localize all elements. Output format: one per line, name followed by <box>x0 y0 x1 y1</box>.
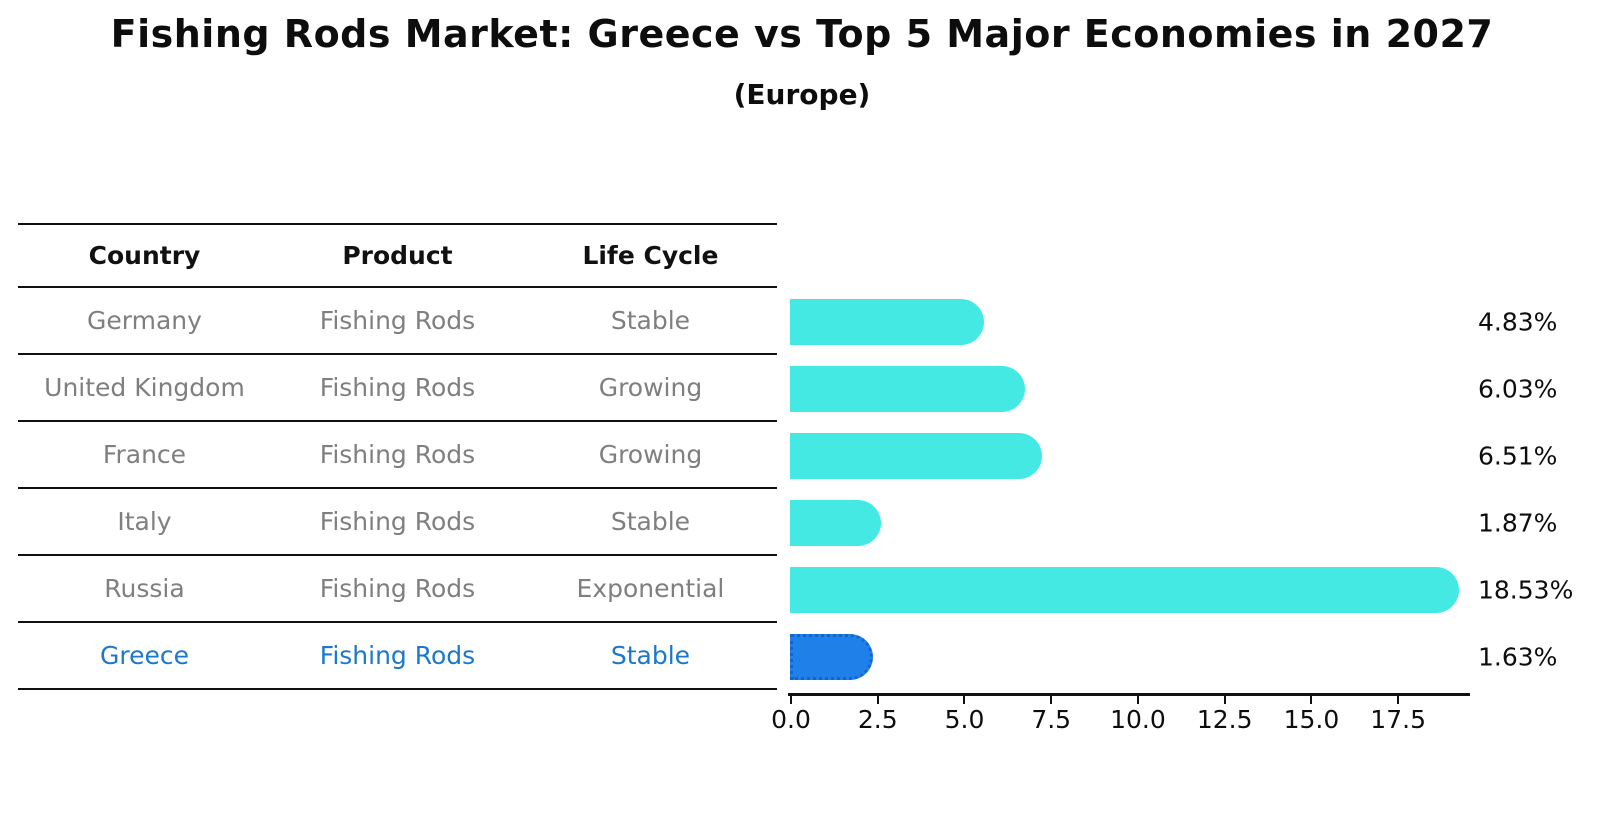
cell-lifecycle: Growing <box>598 373 703 402</box>
cell-product: Fishing Rods <box>319 574 476 603</box>
cell-product: Fishing Rods <box>319 507 476 536</box>
cell-lifecycle: Stable <box>610 507 691 536</box>
bar-france <box>790 432 1042 479</box>
x-tick <box>963 695 966 704</box>
cell-lifecycle: Exponential <box>576 574 725 603</box>
x-tick-label: 10.0 <box>1110 705 1166 734</box>
bar-italy <box>790 499 881 546</box>
x-tick-label: 0.0 <box>771 705 811 734</box>
x-tick-label: 7.5 <box>1031 705 1072 734</box>
table-header-product: Product <box>342 241 453 270</box>
cell-lifecycle: Stable <box>610 306 691 335</box>
bar-germany <box>790 298 984 345</box>
cell-lifecycle: Growing <box>598 440 703 469</box>
cell-country: Germany <box>87 306 202 335</box>
chart-subtitle: (Europe) <box>733 78 871 111</box>
cell-country: Russia <box>104 574 185 603</box>
cell-product: Fishing Rods <box>319 440 476 469</box>
cell-product: Fishing Rods <box>319 306 476 335</box>
x-tick-label: 2.5 <box>857 705 898 734</box>
cell-country: France <box>102 440 187 469</box>
value-label: 6.03% <box>1478 374 1558 403</box>
x-tick-label: 17.5 <box>1370 705 1426 734</box>
table-row: Germany Fishing Rods Stable <box>18 288 777 355</box>
table-header-country: Country <box>88 241 201 270</box>
cell-lifecycle: Stable <box>610 641 691 670</box>
x-tick <box>1310 695 1313 704</box>
country-table: Country Product Life Cycle Germany Fishin… <box>18 223 777 690</box>
x-tick-label: 12.5 <box>1196 705 1253 734</box>
table-row: United Kingdom Fishing Rods Growing <box>18 355 777 422</box>
value-label: 6.51% <box>1478 441 1558 470</box>
table-row: Italy Fishing Rods Stable <box>18 489 777 556</box>
bar-russia <box>790 566 1459 613</box>
cell-product: Fishing Rods <box>319 373 476 402</box>
x-tick-label: 5.0 <box>944 705 985 734</box>
value-label: 1.63% <box>1478 642 1558 671</box>
x-axis-line <box>788 693 1470 696</box>
cell-country: Italy <box>117 507 172 536</box>
table-row: Greece Fishing Rods Stable <box>18 623 777 690</box>
value-label: 18.53% <box>1478 575 1574 604</box>
bar-greece <box>790 633 873 680</box>
table-row: France Fishing Rods Growing <box>18 422 777 489</box>
cell-country: United Kingdom <box>44 373 245 402</box>
x-tick <box>1223 695 1226 704</box>
table-header-row: Country Product Life Cycle <box>18 223 777 288</box>
value-label: 4.83% <box>1478 307 1558 336</box>
cell-country: Greece <box>99 641 189 670</box>
table-row: Russia Fishing Rods Exponential <box>18 556 777 623</box>
x-tick-label: 15.0 <box>1283 705 1340 734</box>
x-tick <box>1050 695 1053 704</box>
chart-title: Fishing Rods Market: Greece vs Top 5 Maj… <box>110 12 1494 56</box>
bar-united-kingdom <box>790 365 1026 412</box>
table-header-lifecycle: Life Cycle <box>582 241 719 270</box>
value-label: 1.87% <box>1478 508 1558 537</box>
x-tick <box>1136 695 1139 704</box>
x-tick <box>876 695 879 704</box>
table-body: Germany Fishing Rods Stable United Kingdom F… <box>18 288 777 690</box>
cell-product: Fishing Rods <box>319 641 476 670</box>
x-tick <box>1397 695 1400 704</box>
x-tick <box>790 695 792 704</box>
